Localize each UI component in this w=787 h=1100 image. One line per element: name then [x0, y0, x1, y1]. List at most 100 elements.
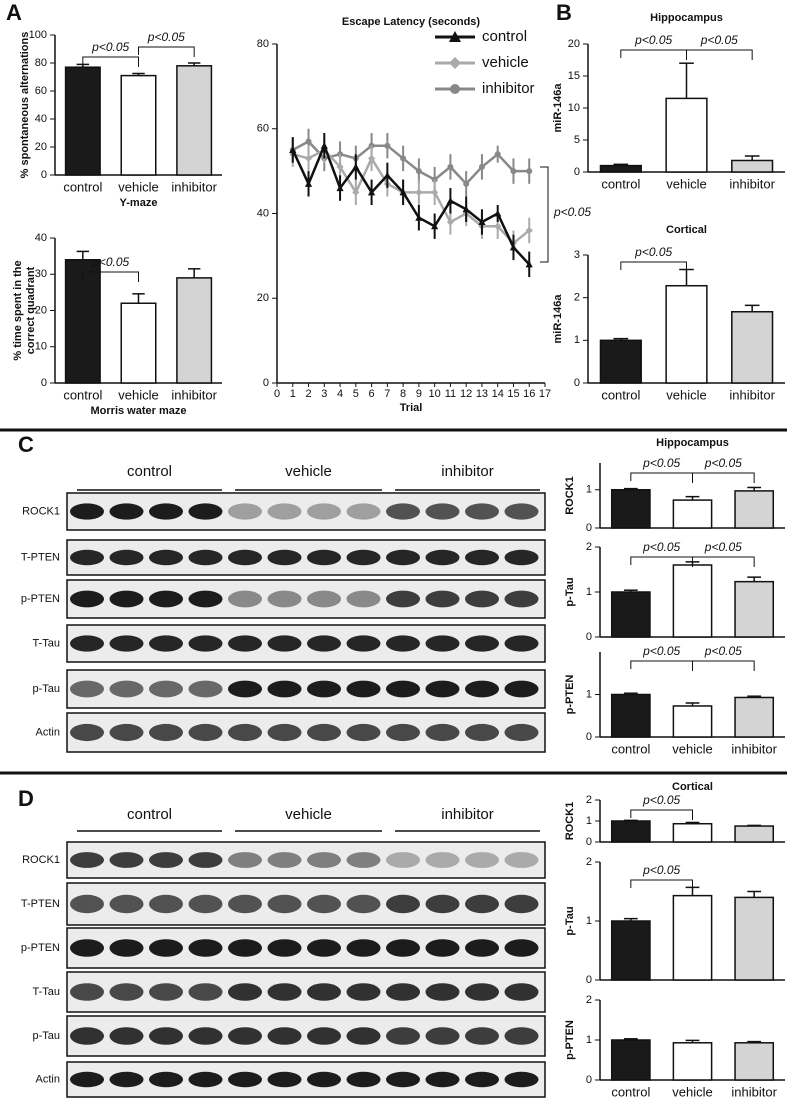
blot-band [70, 1071, 104, 1088]
marker [367, 188, 376, 196]
p-value: p<0.05 [634, 33, 672, 47]
y-axis-label: % time spent in the [12, 260, 24, 360]
blot-band [70, 590, 104, 608]
y-tick-label: 1 [586, 586, 592, 598]
bar [176, 277, 213, 384]
p-value: p<0.05 [634, 245, 672, 259]
blot-band [425, 852, 460, 868]
blot-band [70, 549, 104, 566]
x-axis-label: Y-maze [120, 197, 158, 209]
blot-band [228, 549, 262, 566]
marker [352, 188, 360, 196]
y-tick-label: 10 [568, 102, 580, 114]
bar [734, 580, 775, 638]
marker [415, 168, 422, 175]
y-tick-label: 0 [586, 836, 592, 848]
blot-band [228, 894, 262, 914]
blot-strip [66, 927, 546, 969]
blot-band [386, 680, 420, 698]
blot-band [149, 549, 183, 566]
bar [610, 489, 651, 529]
y-tick-label: 2 [586, 856, 592, 868]
y-tick-label: 1 [586, 688, 592, 700]
y-tick-label: 0 [586, 1074, 592, 1086]
row-label: ROCK1 [22, 505, 60, 517]
y-tick-label: 0 [586, 631, 592, 643]
p-value: p<0.05 [642, 644, 680, 658]
blot-band [109, 1071, 144, 1088]
blot-band [425, 983, 460, 1001]
blot-band [465, 852, 499, 868]
blot-band [307, 723, 341, 742]
bar [734, 1042, 775, 1081]
x-tick-label: inhibitor [729, 176, 775, 191]
bar [120, 302, 157, 384]
chart-title: Hippocampus [650, 12, 723, 24]
marker [510, 168, 517, 175]
legend-label: vehicle [482, 54, 529, 71]
blot-band [307, 680, 341, 698]
blot-band [70, 680, 104, 698]
y-tick-label: 0 [574, 166, 580, 178]
series-line [291, 142, 531, 266]
marker [447, 163, 454, 170]
y-axis-label: % spontaneous alternations [19, 32, 31, 179]
blot-band [425, 680, 460, 698]
x-tick-label: 16 [523, 388, 535, 400]
blot-band [109, 852, 144, 868]
blot-band [188, 549, 223, 566]
blot-band [465, 590, 499, 608]
blot-band [149, 852, 183, 868]
blot-band [504, 723, 539, 742]
blot-band [465, 983, 499, 1001]
blot-band [307, 1071, 341, 1088]
marker [494, 151, 501, 158]
blot-band [504, 894, 539, 914]
p-value: p<0.05 [553, 205, 591, 219]
blot-band [504, 1027, 539, 1045]
x-tick-label: 14 [492, 388, 504, 400]
y-tick-label: 2 [586, 794, 592, 806]
significance-bracket [620, 261, 687, 272]
blot-band [267, 590, 302, 608]
significance-bracket [82, 56, 139, 67]
blot-band [267, 503, 302, 520]
marker [463, 180, 470, 187]
blot-band [267, 852, 302, 868]
blot-strip [66, 841, 546, 879]
blot-band [386, 983, 420, 1001]
significance-bracket [630, 660, 693, 671]
blot-band [267, 1071, 302, 1088]
blot-band [70, 635, 104, 652]
blot-band [504, 549, 539, 566]
blot-band [188, 939, 223, 957]
significance-bracket [620, 49, 687, 60]
blot-band [425, 723, 460, 742]
row-label: Actin [36, 1073, 60, 1085]
x-tick-label: 15 [507, 388, 519, 400]
marker [304, 180, 313, 187]
blot-band [149, 635, 183, 652]
marker [305, 138, 312, 145]
bar [599, 164, 642, 173]
bar [734, 825, 775, 843]
blot-band [465, 1071, 499, 1088]
blot-band [228, 852, 262, 868]
marker [431, 188, 439, 196]
marker [304, 154, 313, 163]
blot-band [307, 852, 341, 868]
y-tick-label: 30 [35, 268, 47, 280]
x-tick-label: control [611, 1084, 650, 1099]
blot-band [188, 1071, 223, 1088]
x-tick-label: vehicle [672, 1084, 712, 1099]
blot-band [386, 852, 420, 868]
marker [320, 142, 328, 149]
blot-band [228, 1027, 262, 1045]
x-tick-label: control [63, 179, 102, 194]
x-tick-label: 10 [429, 388, 441, 400]
y-tick-label: 5 [574, 134, 580, 146]
p-value: p<0.05 [642, 793, 680, 807]
blot-strip [66, 624, 546, 663]
marker [400, 155, 407, 162]
x-tick-label: control [611, 741, 650, 756]
